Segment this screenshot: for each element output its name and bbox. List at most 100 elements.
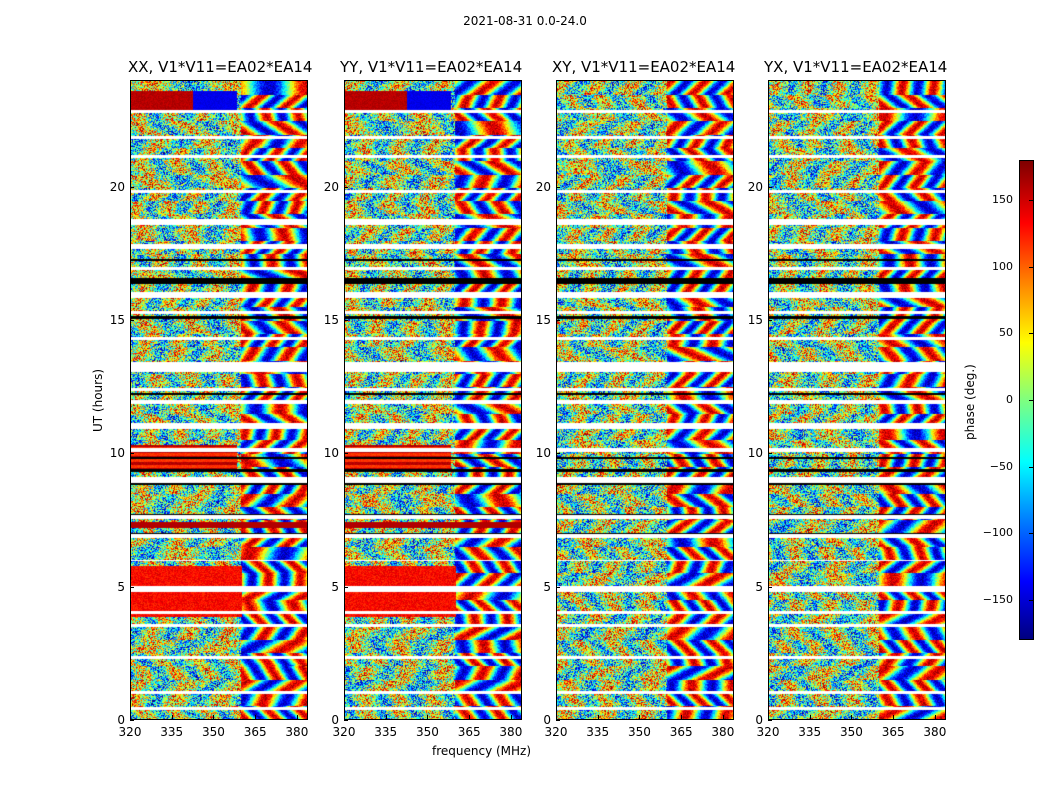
panel-title: YY, V1*V11=EA02*EA14 <box>340 58 523 76</box>
colorbar-tick-label: −150 <box>982 593 1013 606</box>
x-tick-label: 350 <box>415 725 439 739</box>
x-tick-label: 350 <box>627 725 651 739</box>
x-tick-label: 365 <box>881 725 905 739</box>
y-tick-mark <box>768 720 772 721</box>
heatmap-panel <box>130 80 308 720</box>
x-tick-label: 320 <box>118 725 142 739</box>
x-tick-mark <box>893 715 895 719</box>
y-tick-label: 20 <box>323 179 339 194</box>
colorbar-label: phase (deg.) <box>963 364 977 440</box>
colorbar-tick-mark <box>1029 333 1033 335</box>
y-tick-label: 15 <box>535 313 551 327</box>
y-tick-label: 0 <box>543 713 551 727</box>
x-tick-label: 320 <box>332 725 356 739</box>
colorbar-tick-mark <box>1029 400 1033 401</box>
y-tick-label: 10 <box>535 446 551 461</box>
heatmap-panel <box>344 80 522 720</box>
x-tick-label: 380 <box>923 725 947 739</box>
colorbar-tick-mark <box>1029 533 1033 535</box>
y-tick-mark <box>556 586 560 588</box>
y-tick-mark <box>768 586 772 588</box>
x-tick-mark <box>385 715 387 719</box>
x-tick-mark <box>344 715 345 719</box>
heatmap-panel <box>768 80 946 720</box>
heatmap-image <box>557 81 733 719</box>
x-tick-label: 335 <box>586 725 610 739</box>
colorbar-tick-mark <box>1029 600 1033 601</box>
x-tick-label: 335 <box>798 725 822 739</box>
heatmap-panel <box>556 80 734 720</box>
x-tick-mark <box>213 715 215 719</box>
x-tick-label: 320 <box>544 725 568 739</box>
colorbar <box>1019 160 1034 640</box>
y-tick-label: 10 <box>747 446 763 461</box>
panel-title: YX, V1*V11=EA02*EA14 <box>764 58 948 76</box>
y-axis-label: UT (hours) <box>91 368 105 432</box>
x-tick-mark <box>934 715 936 719</box>
x-tick-mark <box>851 715 853 719</box>
y-tick-label: 0 <box>755 713 763 727</box>
x-tick-mark <box>171 715 173 719</box>
y-tick-label: 0 <box>331 713 339 727</box>
y-tick-mark <box>556 453 560 455</box>
colorbar-tick-mark <box>1029 266 1033 268</box>
x-tick-mark <box>556 715 557 719</box>
x-tick-mark <box>809 715 811 719</box>
x-tick-label: 350 <box>839 725 863 739</box>
y-tick-mark <box>556 320 560 321</box>
y-tick-label: 15 <box>323 313 339 327</box>
colorbar-tick-label: −50 <box>989 459 1013 473</box>
x-tick-label: 350 <box>201 725 225 739</box>
colorbar-tick-mark <box>1029 466 1033 468</box>
panel-title: XX, V1*V11=EA02*EA14 <box>128 58 313 76</box>
x-tick-mark <box>597 715 599 719</box>
y-tick-label: 0 <box>117 713 125 727</box>
colorbar-tick-label: 0 <box>1006 393 1013 406</box>
y-tick-label: 5 <box>543 579 551 594</box>
heatmap-image <box>131 81 307 719</box>
colorbar-tick-label: 150 <box>992 193 1013 206</box>
y-tick-mark <box>130 720 134 721</box>
x-tick-label: 335 <box>374 725 398 739</box>
y-tick-mark <box>130 586 134 588</box>
y-tick-mark <box>130 453 134 455</box>
heatmap-image <box>769 81 945 719</box>
x-tick-mark <box>296 715 298 719</box>
x-tick-label: 365 <box>669 725 693 739</box>
colorbar-tick-label: −100 <box>982 526 1013 540</box>
x-tick-label: 380 <box>711 725 735 739</box>
y-tick-mark <box>344 453 348 455</box>
y-tick-label: 5 <box>117 579 125 594</box>
x-tick-label: 380 <box>285 725 309 739</box>
x-tick-mark <box>639 715 641 719</box>
x-axis-label: frequency (MHz) <box>432 744 532 758</box>
heatmap-image <box>345 81 521 719</box>
y-tick-mark <box>768 186 772 188</box>
x-tick-label: 380 <box>499 725 523 739</box>
x-tick-label: 365 <box>243 725 267 739</box>
y-tick-mark <box>130 186 134 188</box>
y-tick-mark <box>344 586 348 588</box>
x-tick-mark <box>510 715 512 719</box>
y-tick-mark <box>768 453 772 455</box>
x-tick-mark <box>255 715 257 719</box>
y-tick-mark <box>556 186 560 188</box>
x-tick-label: 320 <box>756 725 780 739</box>
x-tick-mark <box>722 715 724 719</box>
y-tick-label: 10 <box>323 446 339 461</box>
colorbar-tick-mark <box>1029 200 1033 201</box>
x-tick-mark <box>427 715 429 719</box>
panel-title: XY, V1*V11=EA02*EA14 <box>552 58 736 76</box>
y-tick-mark <box>768 320 772 321</box>
figure-title: 2021-08-31 0.0-24.0 <box>463 14 587 28</box>
x-tick-mark <box>681 715 683 719</box>
y-tick-label: 15 <box>109 313 125 327</box>
y-tick-label: 10 <box>109 446 125 461</box>
colorbar-tick-label: 50 <box>999 326 1013 340</box>
y-tick-label: 15 <box>747 313 763 327</box>
y-tick-mark <box>344 320 348 321</box>
x-tick-label: 335 <box>160 725 184 739</box>
y-tick-label: 20 <box>535 179 551 194</box>
x-tick-mark <box>130 715 131 719</box>
